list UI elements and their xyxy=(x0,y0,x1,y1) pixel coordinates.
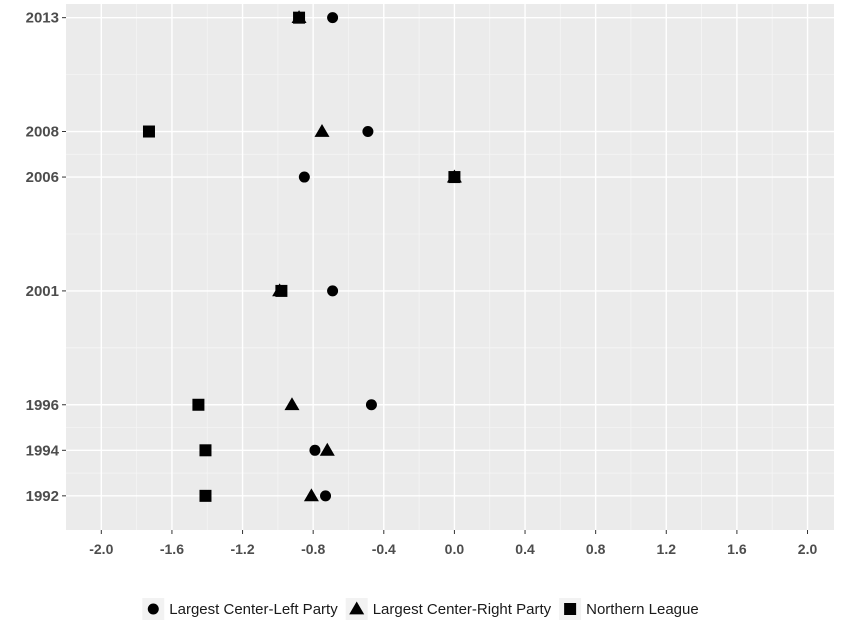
x-tick-label: -2.0 xyxy=(89,541,113,557)
point-square xyxy=(192,398,205,411)
y-tick-label: 1996 xyxy=(26,397,59,414)
y-tick-label: 1992 xyxy=(26,488,59,505)
y-tick-label: 2001 xyxy=(26,283,59,300)
y-tick-label: 2008 xyxy=(26,124,59,141)
y-axis: 1992 1994 1996 2001 2006 2008 2013 xyxy=(26,10,66,505)
legend-circle-icon xyxy=(147,603,159,615)
point-square xyxy=(275,284,288,297)
legend-item: Largest Center-Left Party xyxy=(142,598,338,620)
point-circle xyxy=(365,399,377,411)
data-points xyxy=(142,10,462,502)
point-circle xyxy=(327,285,339,297)
x-tick-label: 0.0 xyxy=(445,541,465,557)
legend: Largest Center-Left Party Largest Center-… xyxy=(142,598,699,620)
y-tick-label: 1994 xyxy=(26,442,60,459)
point-circle xyxy=(327,12,339,24)
point-triangle xyxy=(303,488,319,502)
point-circle xyxy=(298,171,310,183)
x-tick-label: 0.8 xyxy=(586,541,606,557)
legend-label: Northern League xyxy=(586,601,699,618)
x-tick-label: 2.0 xyxy=(798,541,818,557)
x-tick-label: 1.6 xyxy=(727,541,747,557)
x-tick-label: 1.2 xyxy=(657,541,677,557)
point-triangle xyxy=(284,397,300,411)
y-tick-label: 2013 xyxy=(26,10,59,27)
legend-triangle-icon xyxy=(349,601,365,615)
x-axis: -2.0 -1.6 -1.2 -0.8 -0.4 0.0 0.4 0.8 1.2 1.6 2.0 xyxy=(89,530,817,557)
legend-item: Northern League xyxy=(559,598,699,620)
point-circle xyxy=(309,444,321,456)
point-triangle xyxy=(314,124,330,137)
point-circle xyxy=(320,490,332,502)
legend-square-icon xyxy=(564,603,577,615)
plot-panel xyxy=(66,4,834,530)
x-tick-label: -0.4 xyxy=(372,541,396,557)
x-tick-label: -1.2 xyxy=(230,541,254,557)
legend-item: Largest Center-Right Party xyxy=(345,598,552,620)
y-tick-label: 2006 xyxy=(26,169,59,186)
point-square xyxy=(293,11,306,24)
point-circle xyxy=(362,126,374,138)
point-square xyxy=(142,125,155,138)
point-triangle xyxy=(319,442,335,456)
point-square xyxy=(199,489,212,502)
x-tick-label: -0.8 xyxy=(301,541,325,557)
x-tick-label: 0.4 xyxy=(515,541,535,557)
legend-label: Largest Center-Right Party xyxy=(373,601,552,618)
point-square xyxy=(448,171,461,184)
legend-label: Largest Center-Left Party xyxy=(169,601,338,618)
grid-lines xyxy=(66,4,834,530)
point-square xyxy=(199,444,212,457)
x-tick-label: -1.6 xyxy=(160,541,184,557)
